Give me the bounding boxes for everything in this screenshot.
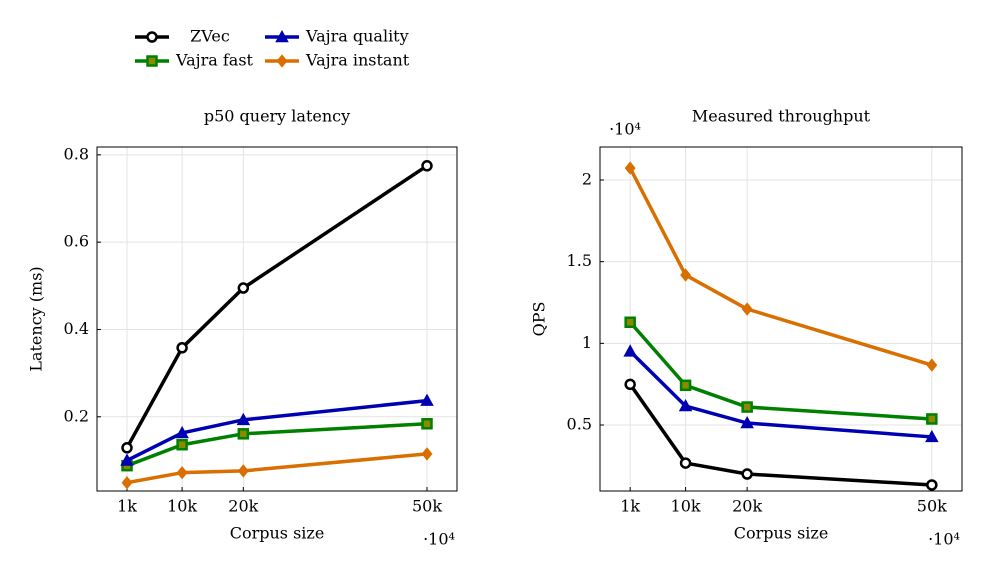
marker xyxy=(741,302,753,316)
marker xyxy=(175,425,189,439)
y-tick-label: 1 xyxy=(582,333,592,352)
y-tick-label: 0.2 xyxy=(64,406,89,425)
x-tick-label: 20k xyxy=(732,497,762,516)
y-tick-label: 0.8 xyxy=(64,144,89,163)
marker xyxy=(146,31,158,43)
marker xyxy=(146,55,158,67)
y-axis-label: QPS xyxy=(530,302,549,337)
y-axis-label: Latency (ms) xyxy=(27,266,46,371)
marker xyxy=(237,428,250,440)
marker xyxy=(237,282,250,294)
series-line xyxy=(628,350,932,439)
marker xyxy=(421,418,433,430)
series-line xyxy=(628,321,932,421)
series-line xyxy=(125,164,428,449)
x-multiplier: ·10⁴ xyxy=(928,530,960,549)
x-tick-label: 50k xyxy=(917,497,947,516)
marker xyxy=(176,438,188,451)
series-line xyxy=(126,452,428,485)
marker xyxy=(236,412,251,426)
x-tick-label: 10k xyxy=(671,497,701,516)
axes-frame xyxy=(96,146,458,492)
marker xyxy=(420,393,434,406)
series-line xyxy=(126,422,428,468)
marker xyxy=(740,415,754,429)
marker xyxy=(679,379,692,392)
marker xyxy=(679,457,692,469)
y-tick-label: 0.5 xyxy=(567,415,592,434)
x-multiplier: ·10⁴ xyxy=(423,530,455,549)
y-tick-label: 0.4 xyxy=(64,319,89,338)
marker xyxy=(678,399,693,412)
marker xyxy=(741,401,753,413)
marker xyxy=(926,358,938,372)
series-line xyxy=(628,383,932,487)
marker xyxy=(421,160,433,172)
y-tick-label: 0.6 xyxy=(64,232,89,251)
x-tick-label: 1k xyxy=(117,497,137,516)
x-axis-label: Corpus size xyxy=(734,524,829,543)
marker xyxy=(120,453,134,466)
marker xyxy=(275,29,289,43)
series-line xyxy=(126,398,428,463)
marker xyxy=(926,413,938,425)
marker xyxy=(421,447,433,461)
x-tick-label: 10k xyxy=(167,497,197,516)
marker xyxy=(741,468,753,480)
legend-label: Vajra instant xyxy=(305,51,410,70)
y-tick-label: 1.5 xyxy=(567,251,592,270)
marker xyxy=(680,268,692,282)
axes-frame xyxy=(599,146,963,492)
legend-label: Vajra quality xyxy=(305,27,409,46)
marker xyxy=(237,464,249,478)
series-line xyxy=(628,167,933,367)
marker xyxy=(176,465,188,480)
marker xyxy=(624,378,636,391)
marker xyxy=(121,476,133,490)
x-tick-label: 20k xyxy=(228,497,258,516)
marker xyxy=(276,54,288,68)
x-tick-label: 1k xyxy=(620,497,640,516)
legend-label: ZVec xyxy=(190,27,230,46)
x-axis-label: Corpus size xyxy=(230,524,325,543)
y-tick-label: 2 xyxy=(582,169,592,188)
x-tick-label: 50k xyxy=(412,497,442,516)
marker xyxy=(925,429,939,443)
marker xyxy=(624,161,636,175)
marker xyxy=(926,479,938,491)
y-multiplier: ·10⁴ xyxy=(609,120,641,139)
legend-label: Vajra fast xyxy=(175,51,254,70)
marker xyxy=(176,342,188,354)
chart-title: Measured throughput xyxy=(692,107,871,126)
marker xyxy=(623,344,637,357)
marker xyxy=(624,316,636,329)
chart-title: p50 query latency xyxy=(204,107,350,126)
marker xyxy=(121,442,133,454)
